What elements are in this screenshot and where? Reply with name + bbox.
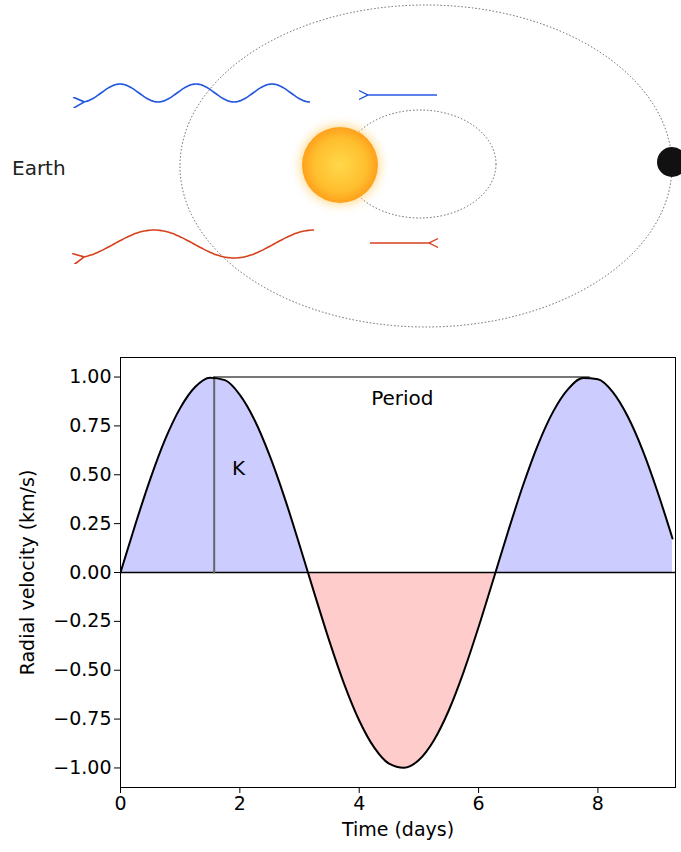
svg-text:0.75: 0.75 [69,414,111,436]
svg-text:1.00: 1.00 [69,365,111,387]
svg-text:0.25: 0.25 [69,512,111,534]
svg-text:Time (days): Time (days) [341,818,454,840]
svg-text:Earth: Earth [12,156,66,180]
svg-text:4: 4 [353,792,365,814]
svg-text:2: 2 [234,792,246,814]
svg-text:8: 8 [592,792,604,814]
svg-text:0.50: 0.50 [69,463,111,485]
svg-text:Radial velocity (km/s): Radial velocity (km/s) [16,470,38,676]
svg-text:0: 0 [114,792,126,814]
svg-text:0.00: 0.00 [69,561,111,583]
svg-text:−0.75: −0.75 [53,707,111,729]
svg-text:−1.00: −1.00 [53,756,111,778]
svg-text:Period: Period [371,386,433,410]
svg-text:−0.50: −0.50 [53,658,111,680]
svg-text:K: K [232,456,246,480]
svg-text:−0.25: −0.25 [53,609,111,631]
svg-text:6: 6 [473,792,485,814]
